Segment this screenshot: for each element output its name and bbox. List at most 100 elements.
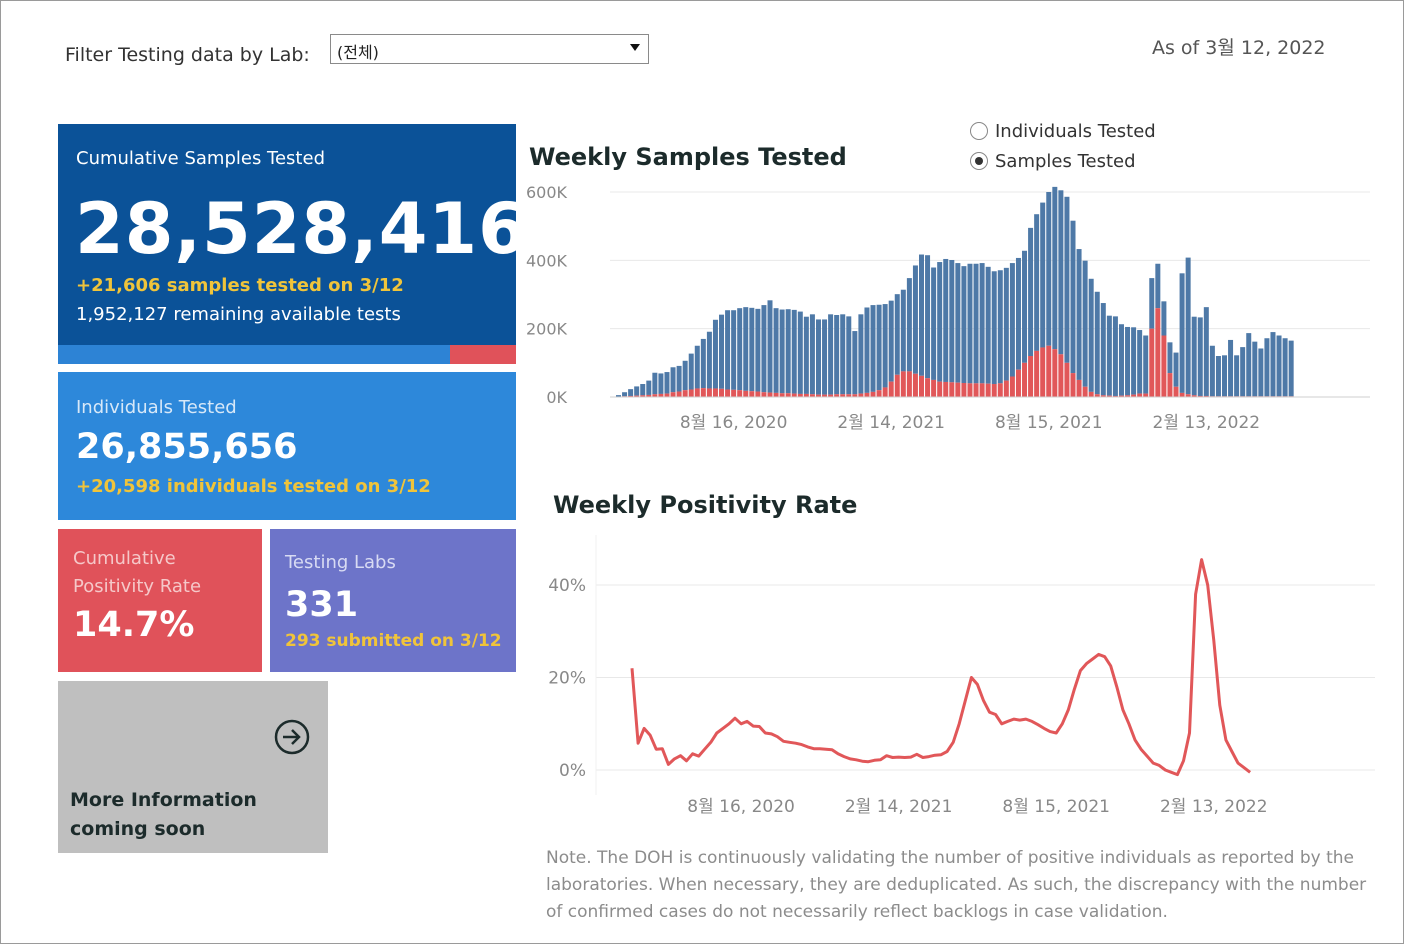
bar-negative[interactable]	[973, 263, 979, 384]
bar-negative[interactable]	[1088, 278, 1094, 392]
bar-negative[interactable]	[925, 255, 931, 379]
bar-positive[interactable]	[997, 383, 1003, 397]
bar-negative[interactable]	[1252, 341, 1258, 397]
bar-positive[interactable]	[1064, 362, 1070, 397]
bar-negative[interactable]	[900, 289, 906, 372]
bar-negative[interactable]	[785, 309, 791, 394]
bar-negative[interactable]	[937, 262, 943, 382]
bar-negative[interactable]	[670, 367, 676, 393]
bar-positive[interactable]	[919, 375, 924, 397]
bar-negative[interactable]	[1076, 249, 1082, 380]
bar-positive[interactable]	[652, 394, 658, 397]
bar-negative[interactable]	[1094, 291, 1100, 395]
bar-positive[interactable]	[1203, 395, 1209, 397]
bar-negative[interactable]	[773, 308, 779, 393]
bar-negative[interactable]	[791, 309, 797, 394]
bar-positive[interactable]	[840, 394, 846, 397]
bar-negative[interactable]	[997, 270, 1003, 384]
radio-samples-tested[interactable]: Samples Tested	[970, 151, 1136, 172]
bar-positive[interactable]	[1003, 380, 1009, 397]
bar-negative[interactable]	[1191, 316, 1197, 396]
bar-negative[interactable]	[985, 266, 991, 384]
bar-negative[interactable]	[634, 386, 640, 396]
bar-positive[interactable]	[1070, 373, 1076, 397]
bar-positive[interactable]	[731, 389, 737, 397]
bar-positive[interactable]	[755, 391, 761, 397]
bar-negative[interactable]	[949, 259, 955, 383]
bar-negative[interactable]	[1222, 355, 1227, 397]
bar-negative[interactable]	[1246, 333, 1252, 397]
bar-negative[interactable]	[719, 314, 725, 389]
bar-negative[interactable]	[906, 278, 912, 372]
bar-negative[interactable]	[822, 319, 828, 395]
bar-positive[interactable]	[1076, 379, 1082, 397]
bar-positive[interactable]	[828, 394, 834, 397]
more-information-card[interactable]: More Information coming soon	[58, 681, 328, 853]
bar-positive[interactable]	[876, 390, 882, 397]
bar-positive[interactable]	[1088, 391, 1094, 397]
bar-positive[interactable]	[785, 393, 791, 397]
bar-positive[interactable]	[931, 379, 937, 397]
bar-negative[interactable]	[737, 308, 743, 391]
bar-negative[interactable]	[779, 309, 785, 394]
bar-negative[interactable]	[1143, 335, 1149, 394]
bar-positive[interactable]	[815, 394, 821, 397]
bar-positive[interactable]	[1052, 349, 1058, 397]
bar-negative[interactable]	[1022, 250, 1028, 363]
bar-positive[interactable]	[712, 388, 718, 397]
bar-negative[interactable]	[967, 263, 973, 384]
bar-positive[interactable]	[1094, 394, 1100, 397]
bar-negative[interactable]	[1082, 260, 1088, 387]
bar-negative[interactable]	[894, 294, 900, 375]
bar-negative[interactable]	[1131, 327, 1137, 395]
bar-negative[interactable]	[1276, 335, 1282, 397]
bar-negative[interactable]	[888, 300, 894, 382]
bar-negative[interactable]	[919, 254, 924, 376]
bar-positive[interactable]	[967, 383, 973, 397]
bar-positive[interactable]	[1022, 362, 1028, 397]
bar-negative[interactable]	[658, 373, 664, 394]
bar-negative[interactable]	[1197, 317, 1203, 396]
bar-positive[interactable]	[779, 393, 785, 397]
bar-negative[interactable]	[979, 263, 985, 384]
bar-negative[interactable]	[1112, 316, 1118, 396]
bar-negative[interactable]	[1209, 345, 1215, 397]
bar-negative[interactable]	[931, 267, 937, 380]
bar-positive[interactable]	[1185, 394, 1191, 397]
bar-negative[interactable]	[700, 338, 706, 389]
positivity-line[interactable]	[630, 558, 1252, 777]
bar-positive[interactable]	[797, 393, 803, 397]
bar-positive[interactable]	[749, 391, 755, 397]
bar-negative[interactable]	[840, 314, 846, 395]
bar-positive[interactable]	[882, 387, 888, 397]
bar-negative[interactable]	[1288, 340, 1294, 397]
bar-negative[interactable]	[1137, 330, 1143, 394]
bar-positive[interactable]	[1149, 328, 1155, 397]
bar-negative[interactable]	[943, 258, 949, 382]
bar-positive[interactable]	[682, 390, 688, 397]
bar-positive[interactable]	[1179, 392, 1185, 397]
bar-negative[interactable]	[652, 372, 658, 395]
bar-positive[interactable]	[719, 388, 725, 397]
bar-negative[interactable]	[1173, 352, 1179, 387]
bar-positive[interactable]	[961, 382, 967, 397]
bar-positive[interactable]	[803, 393, 809, 397]
bar-negative[interactable]	[1215, 356, 1221, 397]
bar-positive[interactable]	[846, 394, 852, 397]
bar-negative[interactable]	[858, 314, 864, 394]
bar-positive[interactable]	[658, 393, 664, 397]
bar-negative[interactable]	[694, 345, 700, 389]
bar-positive[interactable]	[925, 378, 931, 397]
bar-negative[interactable]	[761, 305, 767, 393]
bar-positive[interactable]	[888, 381, 894, 397]
bar-negative[interactable]	[809, 314, 815, 395]
bar-negative[interactable]	[725, 310, 731, 390]
bar-positive[interactable]	[1161, 335, 1167, 398]
bar-negative[interactable]	[1058, 190, 1064, 355]
bar-negative[interactable]	[834, 315, 840, 395]
bar-positive[interactable]	[1197, 395, 1203, 397]
bar-negative[interactable]	[864, 307, 870, 393]
bar-negative[interactable]	[1161, 301, 1167, 336]
bar-negative[interactable]	[640, 384, 646, 396]
bar-positive[interactable]	[1137, 393, 1143, 397]
